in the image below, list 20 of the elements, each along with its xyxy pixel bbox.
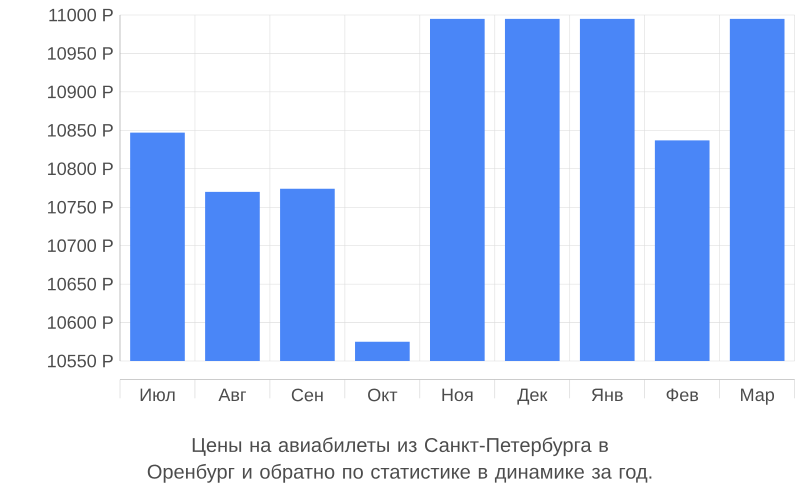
y-tick-label: 10950 Р <box>48 47 113 60</box>
x-tick-label: Мар <box>741 388 774 405</box>
x-tick-label: Авг <box>218 388 246 401</box>
y-tick-label: 10800 Р <box>48 162 113 176</box>
y-tick-label: 11000 Р <box>49 8 113 22</box>
x-tick-label: Янв <box>592 388 623 401</box>
y-tick-label: 10850 Р <box>48 124 113 137</box>
y-tick-label: 10600 Р <box>48 316 113 329</box>
text: Цены на авиабилеты из Санкт-Петербурга в Оренбург и обратно по статистике в динамике за год. <box>148 437 652 483</box>
x-tick-label: Окт <box>368 388 398 402</box>
y-tick-label: 10900 Р <box>48 86 113 98</box>
x-tick-label: Дек <box>517 388 548 405</box>
y-tick-label: 10550 Р <box>48 354 113 368</box>
y-tick-label: 10650 Р <box>48 278 113 290</box>
x-tick-label: Фев <box>666 388 698 402</box>
y-tick-label: 10750 Р <box>48 200 113 214</box>
x-tick-label: Сен <box>292 388 323 402</box>
y-tick-label: 10700 Р <box>48 239 113 252</box>
x-tick-label: Ноя <box>442 388 472 402</box>
x-tick-label: Июл <box>140 388 175 402</box>
